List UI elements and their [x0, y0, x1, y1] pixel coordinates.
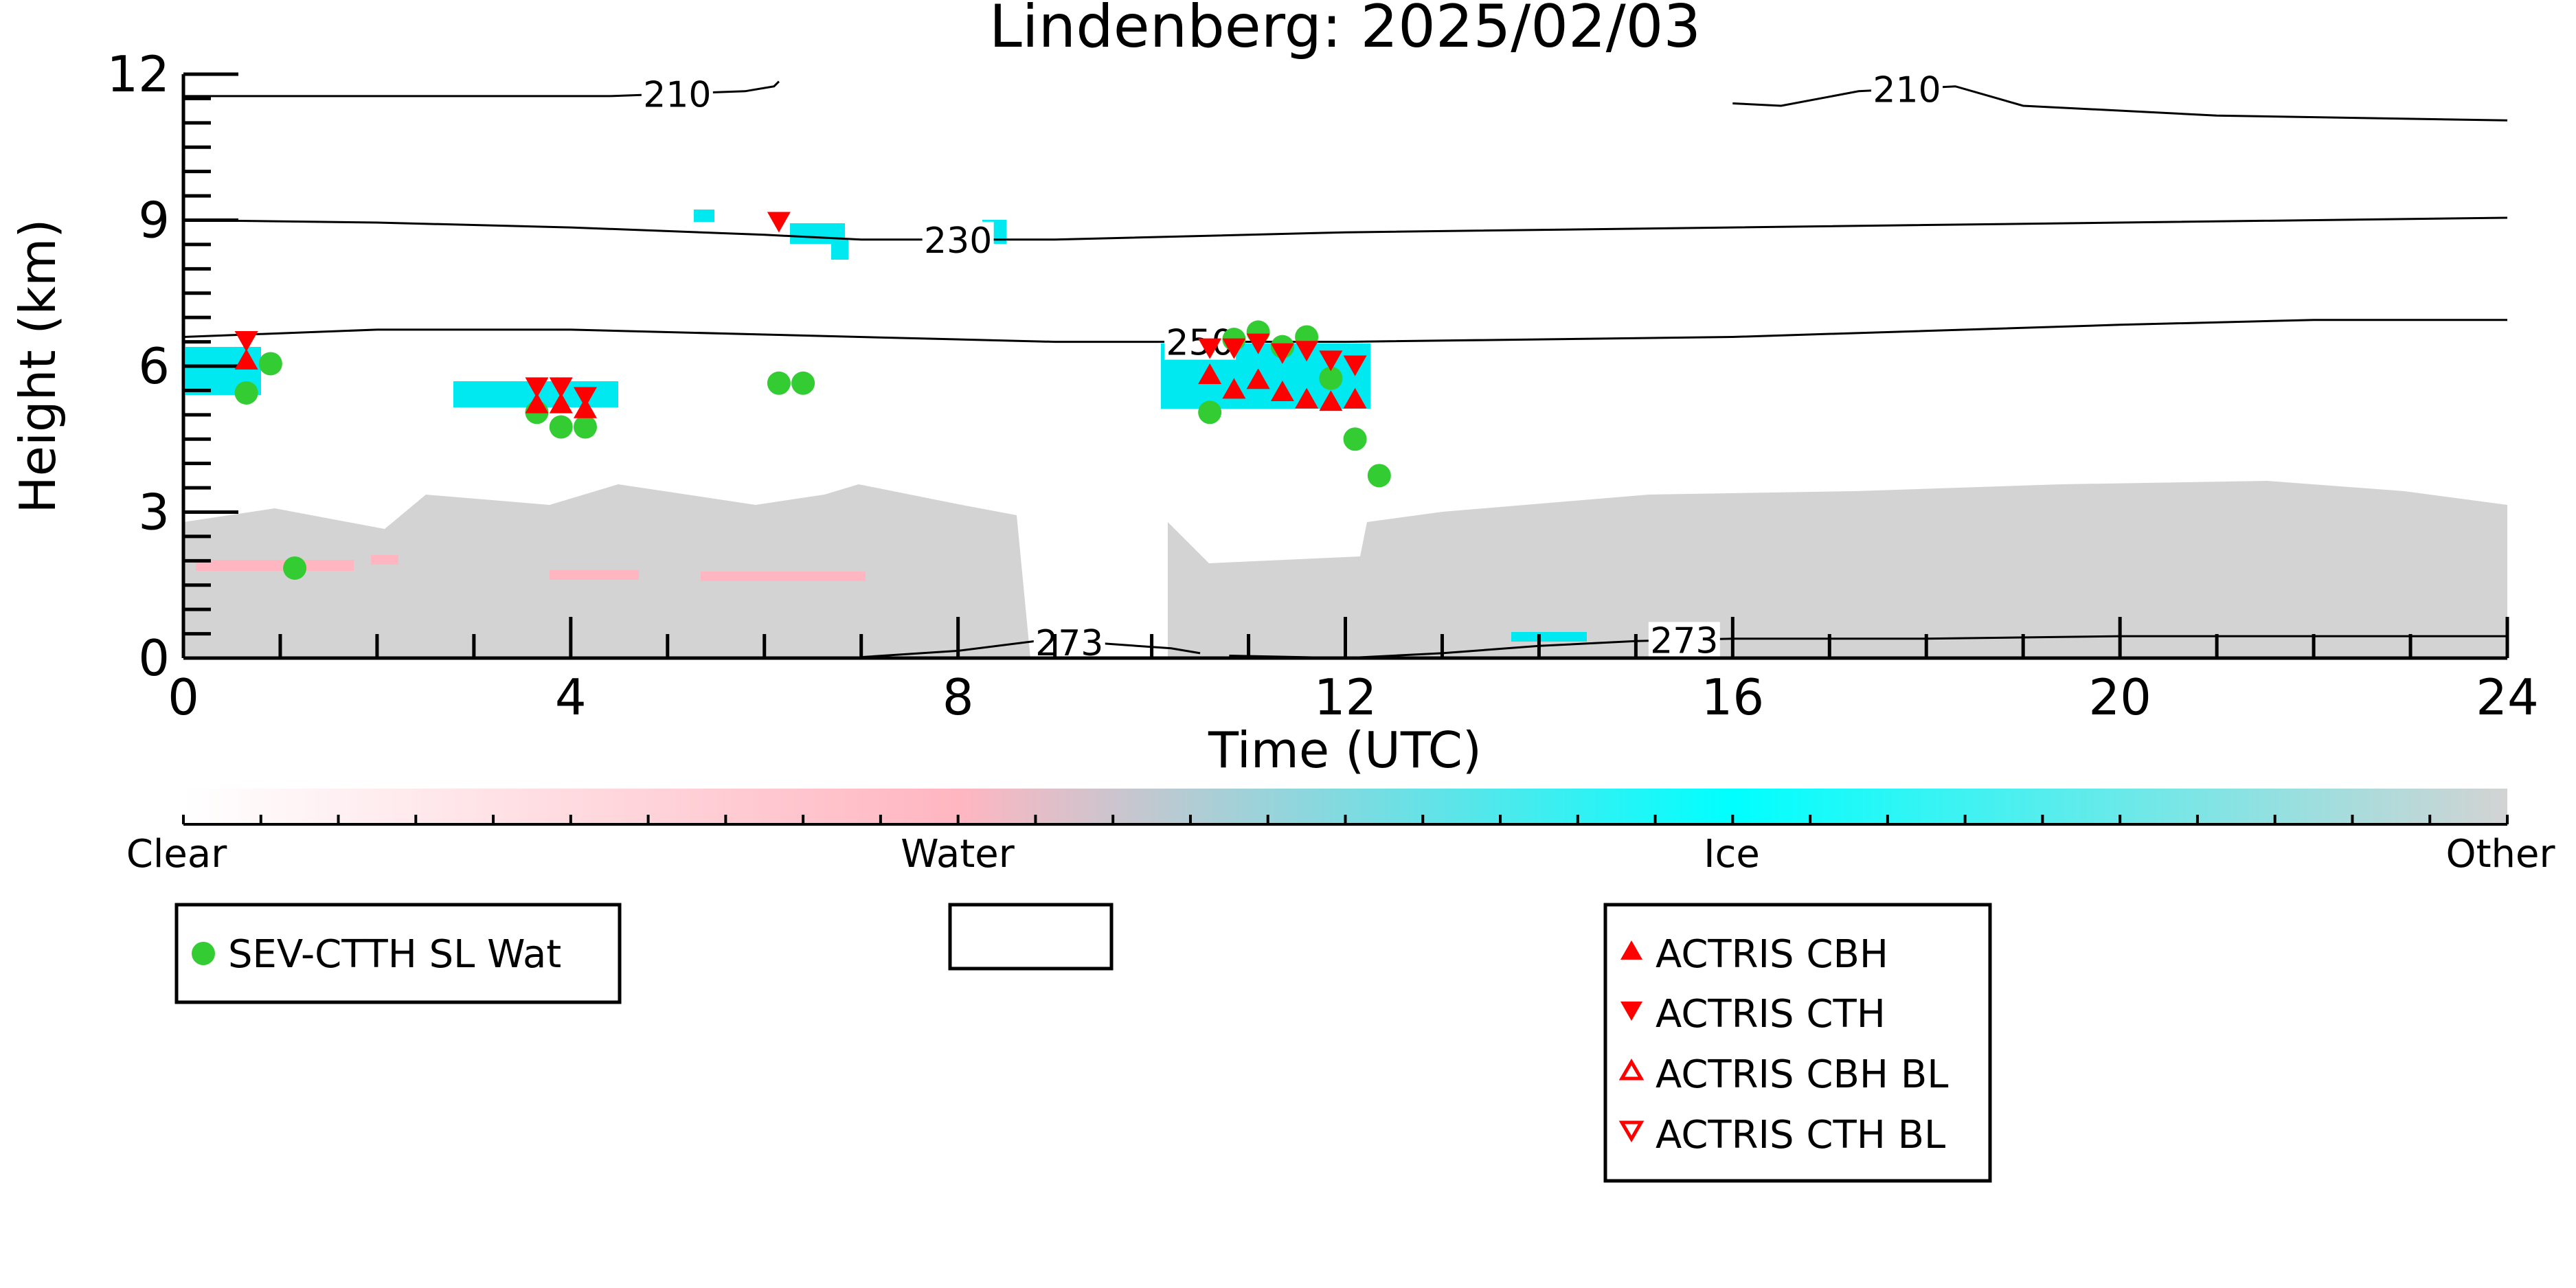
- marker-sev-ctth-sl-wat: [234, 381, 258, 405]
- marker-actris-cbh: [1246, 368, 1270, 389]
- legend-box-satellite: [174, 903, 622, 1004]
- marker-actris-cth: [1222, 338, 1246, 359]
- legend-label-actris-cbh-bl: ACTRIS CBH BL: [1656, 1052, 1948, 1097]
- marker-actris-cth: [234, 331, 258, 352]
- marker-sev-ctth-sl-wat: [1319, 366, 1343, 390]
- x-tick-label: 12: [1314, 668, 1377, 726]
- y-tick-label: 9: [138, 192, 170, 249]
- marker-actris-cbh: [1198, 363, 1222, 385]
- marker-actris-cbh: [549, 392, 573, 414]
- marker-sev-ctth-sl-wat: [258, 352, 282, 376]
- y-tick-label: 12: [106, 45, 170, 103]
- marker-actris-cbh: [1222, 378, 1246, 399]
- marker-actris-cbh: [1295, 387, 1319, 409]
- x-axis-label: Time (UTC): [1208, 721, 1482, 779]
- marker-actris-cbh: [525, 392, 549, 414]
- contour-label-bg-210: [1871, 71, 1943, 107]
- marker-actris-cbh: [1270, 380, 1294, 401]
- y-tick-label: 3: [138, 484, 170, 541]
- marker-sev-ctth-sl-wat: [791, 371, 815, 395]
- marker-sev-ctth-sl-wat: [549, 415, 573, 439]
- x-tick-label: 16: [1702, 668, 1765, 726]
- colorbar: Clear Water Ice Other: [126, 789, 2555, 877]
- contour-label-bg-210: [641, 76, 713, 112]
- marker-actris-cth: [573, 387, 597, 408]
- x-tick-label: 4: [555, 668, 587, 726]
- legend-actris: ACTRIS CBH ACTRIS CTH ACTRIS CBH BL ACTR…: [1603, 903, 1992, 1183]
- water-phase-patch-4: [701, 572, 866, 581]
- x-tick-label: 0: [168, 668, 199, 726]
- marker-sev-ctth-sl-wat: [283, 556, 307, 580]
- legend-satellite: SEV-CTTH SL Wat: [174, 903, 622, 1004]
- legend-box-empty: [948, 903, 1114, 971]
- marker-actris-cbh: [1343, 387, 1367, 409]
- contour-line-230: [183, 216, 2508, 241]
- legend-marker-sev-ctth: [192, 942, 215, 965]
- marker-actris-cth: [1246, 333, 1270, 354]
- marker-actris-cth: [1270, 343, 1294, 364]
- colorbar-label-water: Water: [901, 832, 1015, 877]
- legend-label-actris-cth: ACTRIS CTH: [1656, 992, 1886, 1037]
- x-axis: 0 4 8 12 16 20 24: [168, 617, 2539, 726]
- x-tick-label: 24: [2476, 668, 2539, 726]
- contour-line-250: [183, 319, 2507, 343]
- water-phase-patch-1: [196, 560, 354, 571]
- marker-actris-cth: [1343, 355, 1367, 376]
- contour-label-210: 210: [1873, 69, 1941, 111]
- legend-label-actris-cth-bl: ACTRIS CTH BL: [1656, 1113, 1945, 1157]
- contour-label-bg-230: [922, 221, 994, 258]
- legend-empty: [948, 903, 1114, 971]
- marker-actris-cth: [1198, 338, 1222, 359]
- data-markers: [234, 212, 1391, 580]
- colorbar-label-ice: Ice: [1704, 832, 1760, 877]
- colorbar-ticks: [182, 815, 2509, 824]
- contour-label-bg-273: [1033, 624, 1105, 660]
- marker-sev-ctth-sl-wat: [1198, 400, 1222, 425]
- legend-marker-actris-cth: [1620, 1002, 1642, 1021]
- marker-actris-cbh: [573, 397, 597, 418]
- water-phase-patch-3: [550, 570, 639, 580]
- marker-actris-cbh: [1319, 390, 1343, 411]
- contour-label-250: 250: [1166, 323, 1234, 364]
- other-phase-area-right: [1168, 481, 2507, 658]
- marker-sev-ctth-sl-wat: [767, 371, 791, 395]
- marker-actris-cth: [1295, 341, 1319, 362]
- legend-marker-actris-cbh: [1620, 940, 1642, 960]
- contour-label-210: 210: [643, 74, 711, 115]
- marker-actris-cth: [525, 377, 549, 398]
- marker-sev-ctth-sl-wat: [1367, 464, 1391, 488]
- x-tick-label: 8: [942, 668, 974, 726]
- contour-line-210: [1732, 85, 2508, 122]
- legend-label-actris-cbh: ACTRIS CBH: [1656, 932, 1888, 977]
- colorbar-label-other: Other: [2445, 832, 2555, 877]
- ice-phase-patch-3: [694, 210, 714, 222]
- marker-actris-cbh: [234, 348, 258, 370]
- y-tick-label: 6: [138, 337, 170, 395]
- marker-actris-cth: [1319, 350, 1343, 372]
- legend-box-actris: [1603, 903, 1992, 1183]
- marker-actris-cth: [767, 212, 791, 233]
- y-tick-label: 0: [138, 629, 170, 687]
- contour-label-273: 273: [1650, 620, 1718, 662]
- x-tick-label: 20: [2088, 668, 2151, 726]
- chart-title: Lindenberg: 2025/02/03: [989, 0, 1701, 61]
- marker-sev-ctth-sl-wat: [1343, 427, 1367, 451]
- y-axis-label: Height (km): [9, 219, 67, 514]
- colorbar-label-clear: Clear: [126, 832, 227, 877]
- legend-label-sev-ctth: SEV-CTTH SL Wat: [228, 932, 561, 977]
- ice-phase-patch-5: [831, 239, 848, 260]
- water-phase-patch-2: [371, 555, 398, 565]
- marker-actris-cth: [549, 377, 573, 398]
- legend-marker-actris-cbh-bl: [1618, 1059, 1645, 1081]
- contour-label-bg-273: [1648, 622, 1720, 658]
- legend-marker-actris-cth-bl: [1618, 1120, 1645, 1142]
- contour-label-230: 230: [924, 221, 992, 262]
- marker-sev-ctth-sl-wat: [573, 415, 597, 439]
- ice-phase-patch-8: [1511, 632, 1587, 642]
